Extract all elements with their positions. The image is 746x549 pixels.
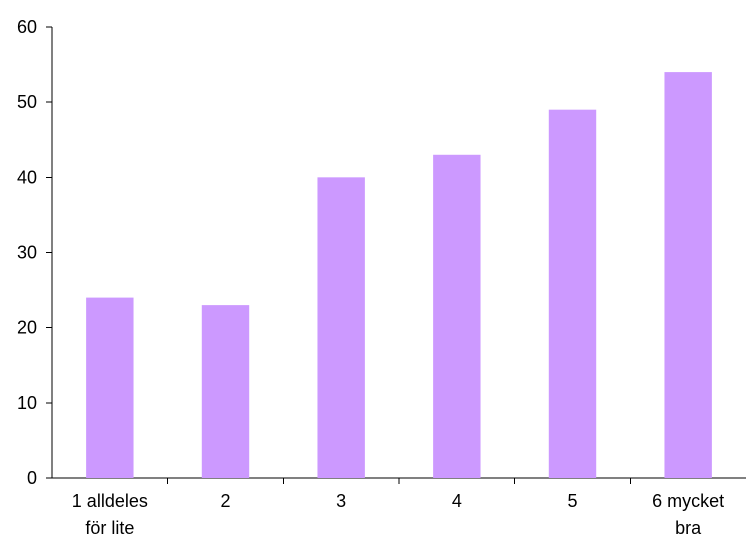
x-tick-label: 4 [452, 491, 462, 511]
bars [86, 72, 712, 479]
x-tick-label: 6 mycket bra [652, 491, 724, 538]
x-tick-label: 2 [220, 491, 230, 511]
x-tick-label: 5 [567, 491, 577, 511]
bar [433, 154, 481, 479]
x-tick-label: 3 [336, 491, 346, 511]
y-axis: 0 10 20 30 40 50 60 [17, 17, 53, 488]
bar [86, 297, 134, 478]
y-tick-label: 10 [17, 393, 37, 413]
y-tick-label: 0 [27, 468, 37, 488]
y-tick-label: 50 [17, 92, 37, 112]
x-tick-label-line: för lite [85, 518, 134, 538]
x-tick-label-line: bra [675, 518, 702, 538]
bar [201, 305, 250, 478]
bar [317, 177, 365, 479]
y-tick-label: 60 [17, 17, 37, 37]
x-axis: 1 alldeles för lite 2 3 4 5 6 mycket bra [52, 477, 746, 538]
x-tick-label-line: 3 [336, 491, 346, 511]
x-tick-label-line: 4 [452, 491, 462, 511]
x-tick-label-line: 5 [567, 491, 577, 511]
x-tick-label-line: 2 [220, 491, 230, 511]
x-tick-label-line: 6 mycket [652, 491, 724, 511]
y-tick-label: 20 [17, 318, 37, 338]
x-tick-label: 1 alldeles för lite [72, 491, 148, 538]
x-tick-label-line: 1 alldeles [72, 491, 148, 511]
bar [664, 72, 712, 478]
y-tick-label: 30 [17, 243, 37, 263]
y-tick-label: 40 [17, 167, 37, 187]
bar [548, 109, 597, 478]
